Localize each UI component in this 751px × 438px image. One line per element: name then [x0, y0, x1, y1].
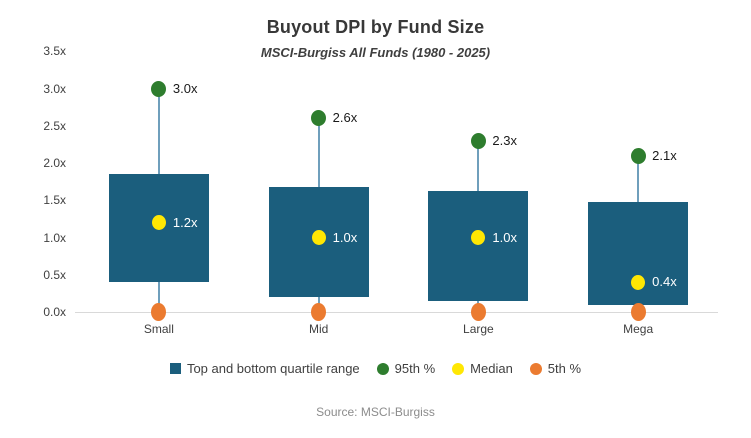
p5-dot	[151, 303, 167, 321]
y-tick-label: 3.5x	[43, 44, 66, 59]
chart-title: Buyout DPI by Fund Size	[266, 17, 485, 37]
legend-marker-quartile-range	[169, 363, 181, 374]
p95-value-label: 2.3x	[492, 132, 517, 148]
p5-dot	[630, 303, 646, 321]
x-axis-label: Large	[463, 322, 494, 336]
median-dot	[631, 274, 646, 290]
p95-value-label: 2.1x	[652, 147, 677, 163]
y-tick-label: 3.0x	[43, 81, 66, 96]
y-tick-label: 2.0x	[43, 156, 66, 170]
y-tick-label: 2.5x	[43, 118, 66, 133]
y-tick-label: 0.5x	[43, 267, 66, 282]
chart-subtitle: MSCI-Burgiss All Funds (1980 - 2025)	[260, 45, 491, 60]
legend-label-median: Median	[470, 361, 513, 376]
p95-dot	[311, 110, 327, 127]
median-dot	[311, 230, 326, 245]
source-note: Source: MSCI-Burgiss	[316, 405, 435, 419]
quartile-range-bar	[428, 190, 529, 301]
legend-item-95th-percentile: 95th %	[376, 361, 436, 376]
y-tick-label: 0.0x	[43, 305, 66, 319]
legend-marker-median	[452, 362, 465, 375]
legend-marker-5th-percentile	[529, 362, 542, 375]
p95-value-label: 2.6x	[332, 110, 358, 126]
legend-label-quartile-range: Top and bottom quartile range	[186, 361, 360, 376]
median-value-label: 1.0x	[332, 229, 358, 245]
p95-dot	[470, 132, 486, 149]
median-value-label: 0.4x	[652, 274, 677, 290]
legend-item-5th-percentile: 5th %	[529, 361, 582, 376]
median-dot	[151, 215, 166, 231]
median-dot	[471, 230, 486, 245]
legend: Top and bottom quartile range 95th % Med…	[0, 361, 751, 376]
p95-dot	[630, 147, 646, 164]
legend-label-95th-percentile: 95th %	[394, 361, 436, 376]
legend-item-median: Median	[452, 361, 513, 376]
median-value-label: 1.2x	[172, 214, 198, 230]
baseline-gridline	[75, 312, 718, 313]
p95-dot	[151, 80, 167, 97]
median-value-label: 1.0x	[492, 229, 517, 245]
plot-area: 0.0x 0.5x 1.0x 1.5x 2.0x 2.5x 3.0x 3.5x 3.0x 1.2x…	[43, 44, 718, 336]
p5-dot	[311, 303, 327, 321]
x-axis-label: Mid	[308, 322, 329, 336]
p95-value-label: 3.0x	[172, 80, 198, 96]
y-tick-label: 1.0x	[43, 230, 66, 245]
x-axis-label: Mega	[623, 322, 654, 336]
legend-label-5th-percentile: 5th %	[547, 361, 582, 376]
x-axis-label: Small	[143, 322, 174, 336]
legend-item-quartile-range: Top and bottom quartile range	[169, 361, 360, 376]
y-tick-label: 1.5x	[43, 193, 66, 208]
p5-dot	[470, 303, 486, 321]
legend-marker-95th-percentile	[376, 362, 389, 375]
